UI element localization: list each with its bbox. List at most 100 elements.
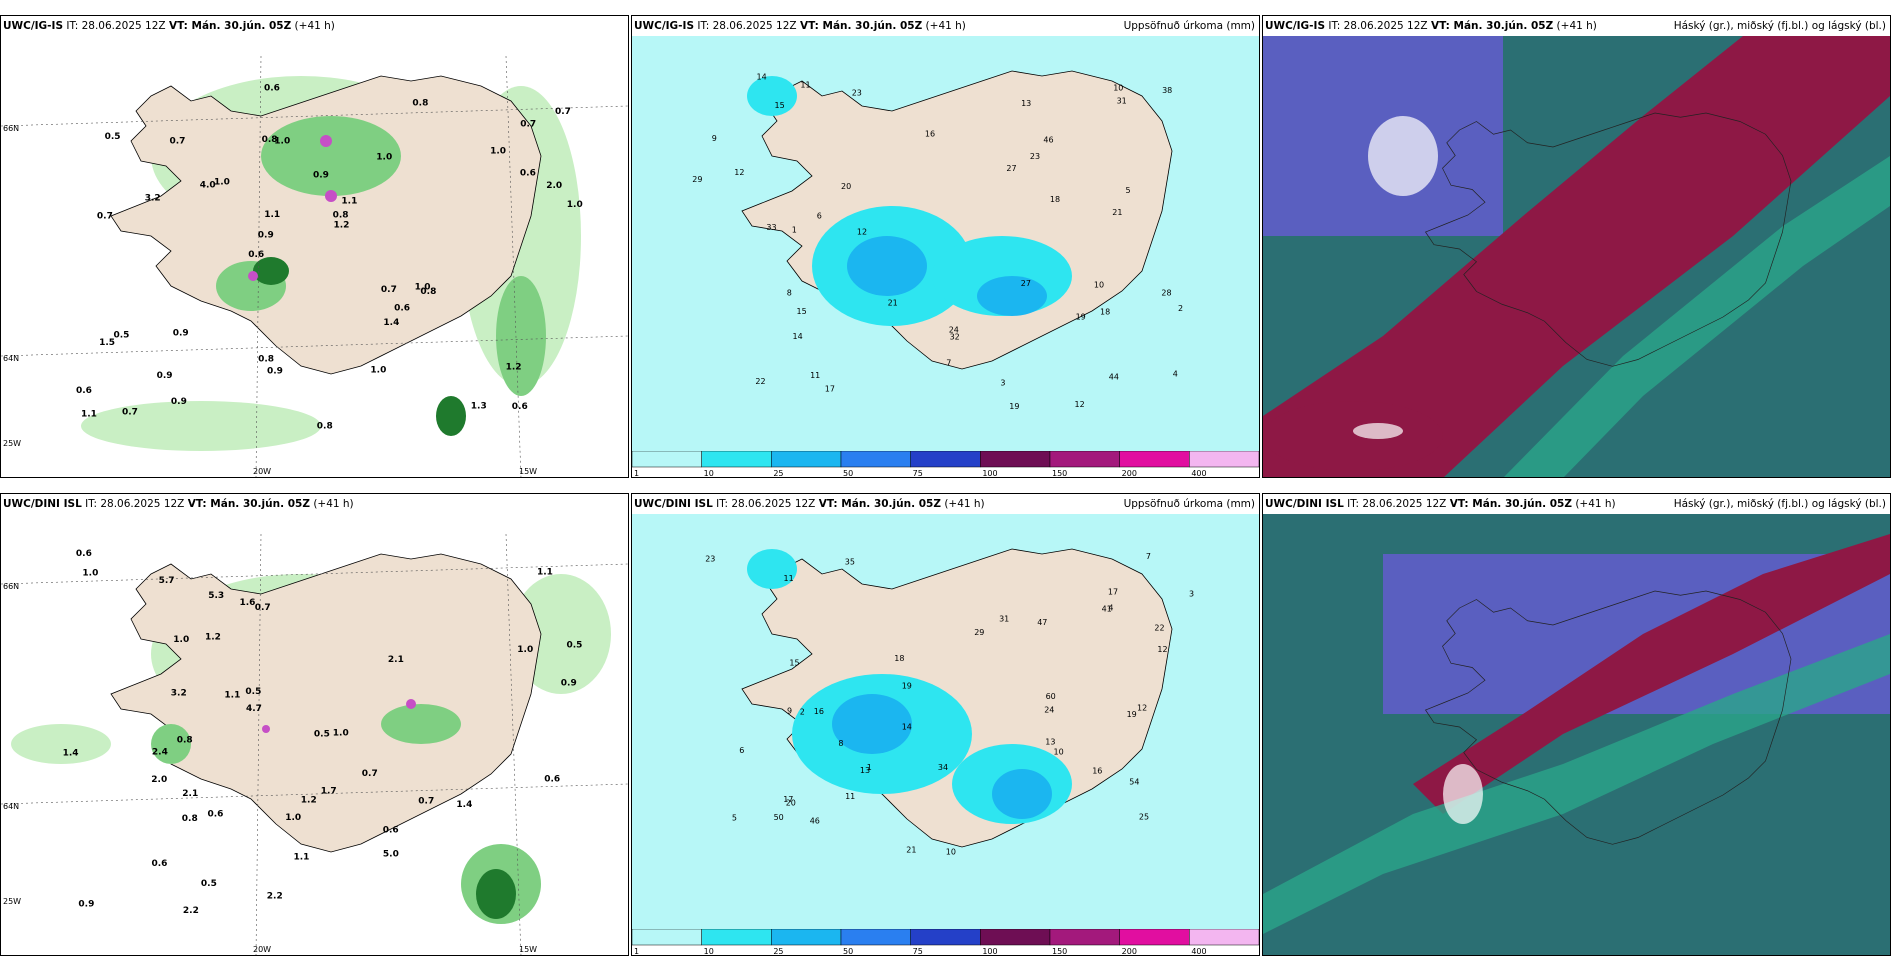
panel-header: UWC/DINI ISL IT: 28.06.2025 12Z VT: Mán.… — [1265, 498, 1886, 510]
map-value-label: 10 — [1113, 83, 1123, 92]
map-value-label: 15 — [789, 659, 799, 668]
map-value-label: 4 — [1173, 369, 1178, 378]
map-value-label: 9 — [712, 134, 717, 143]
map-value-label: 3.2 — [171, 689, 187, 699]
map-value-label: 1.1 — [224, 691, 240, 701]
map-value-label: 15 — [797, 307, 807, 316]
colorbar-swatch — [771, 451, 842, 468]
panel-dini-clouds: UWC/DINI ISL IT: 28.06.2025 12Z VT: Mán.… — [1262, 493, 1891, 956]
map-value-label: 5.0 — [383, 850, 399, 860]
map-value-label: 0.7 — [381, 285, 397, 295]
map-value-label: 54 — [1129, 778, 1139, 787]
map-value-label: 35 — [845, 557, 855, 566]
lon-label: 15W — [519, 467, 537, 476]
map-value-label: 1.2 — [506, 362, 522, 372]
colorbar-swatch — [1119, 451, 1190, 468]
map-value-label: 0.8 — [182, 814, 198, 824]
map-value-label: 2 — [800, 708, 805, 717]
colorbar-tick: 100 — [982, 947, 997, 955]
map-value-label: 0.8 — [317, 422, 333, 432]
map-value-label: 46 — [1043, 136, 1053, 145]
map-value-label: 2.1 — [182, 789, 198, 799]
map-value-label: 0.9 — [171, 397, 187, 407]
map-value-label: 60 — [1046, 692, 1056, 701]
map-value-label: 0.5 — [201, 879, 217, 889]
panel-dini-precip: UWC/DINI ISL IT: 28.06.2025 12Z VT: Mán.… — [631, 493, 1260, 956]
colorbar-tick: 10 — [704, 469, 714, 477]
map-value-label: 0.5 — [567, 641, 583, 651]
panel-ig-precip: UWC/IG-IS IT: 28.06.2025 12Z VT: Mán. 30… — [631, 15, 1260, 478]
map-value-label: 27 — [1006, 164, 1016, 173]
map-value-label: 0.8 — [258, 354, 274, 364]
map-value-label: 10 — [946, 848, 956, 857]
map-value-label: 16 — [925, 130, 935, 139]
map-value-label: 0.6 — [76, 386, 92, 396]
map-value-label: 15 — [775, 101, 785, 110]
colorbar-swatch — [910, 929, 981, 946]
map-value-label: 4 — [1108, 603, 1113, 612]
map-value-label: 22 — [755, 377, 765, 386]
colorbar-swatch — [1119, 929, 1190, 946]
map-value-label: 18 — [894, 654, 904, 663]
panel-header: UWC/IG-IS IT: 28.06.2025 12Z VT: Mán. 30… — [634, 20, 1255, 32]
colorbar-swatch — [632, 929, 702, 946]
map-value-label: 0.5 — [314, 730, 330, 740]
map-value-label: 11 — [845, 792, 855, 801]
map-value-label: 0.6 — [208, 810, 224, 820]
map-value-label: 10 — [1094, 281, 1104, 290]
map-value-label: 1.2 — [301, 796, 317, 806]
map-value-label: 1.0 — [333, 728, 349, 738]
colorbar-tick: 150 — [1052, 947, 1067, 955]
map-value-label: 29 — [692, 175, 702, 184]
map-value-label: 1.0 — [173, 635, 189, 645]
map-value-label: 8 — [787, 289, 792, 298]
map-value-label: 7 — [946, 359, 951, 368]
colorbar: 1 10 25 50 75 100 150 200 400 — [632, 451, 1259, 477]
panel-header: UWC/IG-IS IT: 28.06.2025 12Z VT: Mán. 30… — [1265, 20, 1886, 32]
map-value-label: 12 — [734, 168, 744, 177]
panel-header: UWC/IG-IS IT: 28.06.2025 12Z VT: Mán. 30… — [3, 20, 335, 32]
map-value-label: 22 — [1154, 623, 1164, 632]
map-value-label: 1.3 — [471, 401, 487, 411]
map-value-label: 1.1 — [81, 410, 97, 420]
precip-map: 28 12 32 22 24 20 23 46 19 21 27 31 29 18 17 15 14 11 13 16… — [632, 36, 1259, 452]
map-value-label: 12 — [1137, 703, 1147, 712]
wind-gust-map: 1.0 0.6 1.4 1.1 0.5 0.6 0.7 0.6 0.9 0.7 0.8 1.0 2.2 2… — [1, 514, 628, 955]
map-value-label: 28 — [1161, 289, 1171, 298]
map-value-label: 17 — [1108, 588, 1118, 597]
map-value-label: 3 — [1000, 378, 1005, 387]
map-value-label: 1.1 — [341, 196, 357, 206]
map-value-label: 2.0 — [546, 181, 562, 191]
colorbar-swatch — [1189, 929, 1259, 946]
map-value-label: 12 — [857, 228, 867, 237]
map-value-label: 1.0 — [517, 645, 533, 655]
map-value-label: 16 — [1092, 767, 1102, 776]
map-value-label: 5.3 — [208, 591, 224, 601]
lat-label: 66N — [3, 124, 19, 133]
map-value-label: 1.1 — [537, 567, 553, 577]
map-value-label: 0.9 — [157, 371, 173, 381]
panel-ig-wind: UWC/IG-IS IT: 28.06.2025 12Z VT: Mán. 30… — [0, 15, 629, 478]
map-value-label: 1 — [792, 225, 797, 234]
map-value-label: 0.9 — [78, 899, 94, 909]
map-value-label: 0.9 — [258, 230, 274, 240]
colorbar-swatch — [1049, 929, 1120, 946]
map-value-label: 7 — [1146, 552, 1151, 561]
colorbar-tick: 150 — [1052, 469, 1067, 477]
map-value-label: 1.7 — [321, 786, 337, 796]
colorbar-swatch — [910, 451, 981, 468]
map-value-label: 0.6 — [248, 250, 264, 260]
map-value-label: 2.1 — [388, 655, 404, 665]
map-value-label: 0.9 — [173, 328, 189, 338]
map-value-label: 1.0 — [285, 813, 301, 823]
map-value-label: 0.6 — [394, 304, 410, 314]
map-value-label: 1.2 — [334, 221, 350, 231]
map-value-label: 31 — [1117, 96, 1127, 105]
map-value-label: 0.6 — [512, 402, 528, 412]
map-value-label: 1.6 — [240, 598, 256, 608]
map-value-label: 21 — [1112, 208, 1122, 217]
map-value-label: 0.9 — [561, 678, 577, 688]
cloud-cover-map — [1263, 514, 1890, 955]
map-value-label: 0.5 — [105, 132, 121, 142]
lon-label: 25W — [3, 439, 21, 448]
